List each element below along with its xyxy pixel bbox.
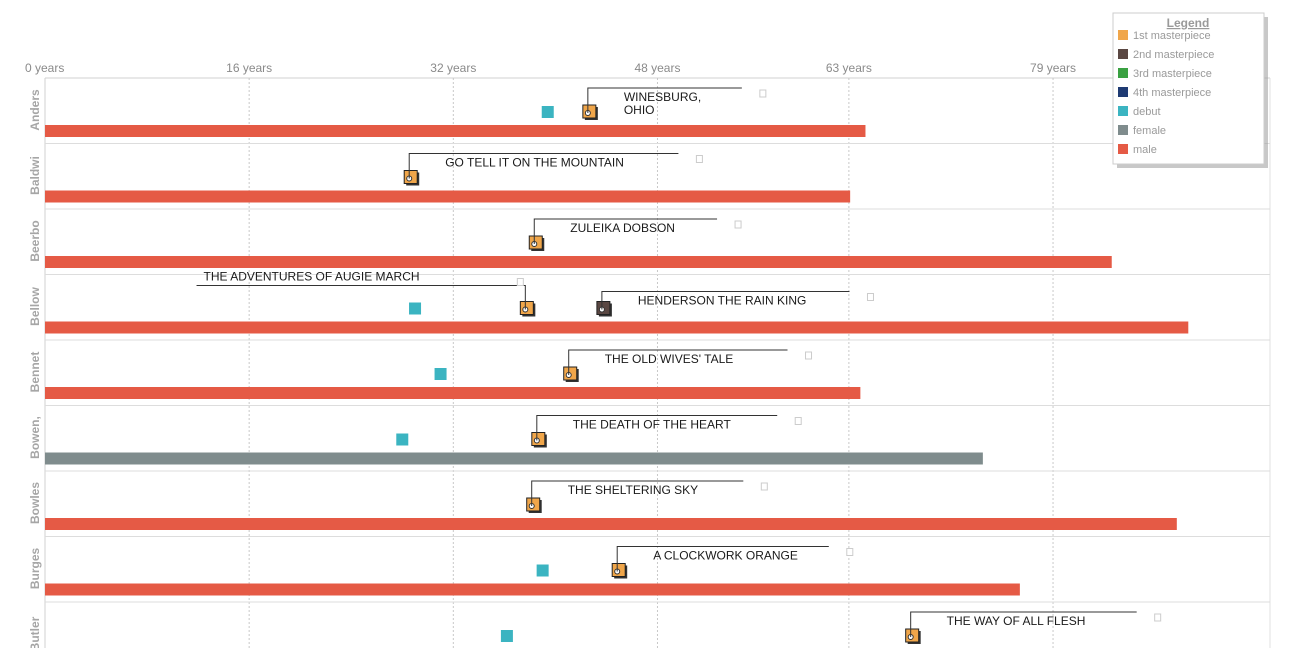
callout-leader [601, 291, 850, 310]
author-name-label: Bennet [28, 352, 42, 393]
author-row: Bowen, THE DEATH OF THE HEART [28, 415, 1270, 472]
legend-items: 1st masterpiece 2nd masterpiece 3rd master… [1118, 30, 1214, 156]
book-title-label: THE OLD WIVES' TALE [605, 352, 734, 366]
legend-label: female [1133, 125, 1166, 137]
legend-title: Legend [1167, 16, 1210, 30]
callout-doc-icon [759, 89, 767, 98]
male-lifespan-bar [45, 125, 866, 137]
male-lifespan-bar [45, 583, 1020, 596]
callout-doc-icon [516, 278, 524, 286]
callout-leader [196, 285, 526, 310]
callout-leader [616, 546, 829, 572]
author-row: Anders WINESBURG,OHIO [28, 87, 1270, 144]
legend-box [1112, 12, 1265, 165]
debut-marker [541, 106, 554, 118]
male-lifespan-bar [45, 256, 1112, 268]
legend: Legend 1st masterpiece 2nd masterpiece 3rd… [1112, 12, 1268, 168]
callout-leader [533, 218, 718, 244]
debut-marker [434, 368, 447, 380]
callout-doc-icon [866, 293, 874, 301]
legend-label: 4th masterpiece [1133, 87, 1211, 99]
callout-doc-icon [846, 548, 854, 556]
callout-leader [568, 349, 788, 375]
author-name-label: Bowles [28, 482, 42, 524]
author-row: Beerbo ZULEIKA DOBSON [28, 218, 1270, 275]
x-tick-label: 79 years [1030, 61, 1076, 75]
author-row: Butler THE WAY OF ALL FLESH [28, 611, 1162, 648]
debut-marker [409, 302, 422, 315]
book-title-label: HENDERSON THE RAIN KING [638, 294, 806, 308]
male-lifespan-bar [45, 321, 1189, 334]
book-title-label: THE SHELTERING SKY [568, 483, 698, 497]
x-tick-label: 0 years [25, 61, 64, 75]
legend-label: 3rd masterpiece [1133, 68, 1212, 80]
callout-doc-icon [794, 417, 802, 425]
author-name-label: Bowen, [28, 416, 42, 459]
callout-doc-icon [695, 155, 703, 163]
author-name-label: Bellow [28, 286, 42, 325]
legend-label: male [1133, 144, 1157, 156]
book-title-label: WINESBURG, [624, 90, 701, 104]
legend-label: 1st masterpiece [1133, 30, 1211, 42]
grid-layer: 0 years 16 years 32 years 48 years 63 years 7… [25, 61, 1271, 648]
author-name-label: Butler [28, 616, 42, 648]
book-title-label: OHIO [624, 103, 655, 117]
debut-marker [396, 433, 409, 446]
legend-swatch-debut [1118, 106, 1128, 116]
legend-swatch-m3 [1118, 68, 1128, 78]
debut-marker [500, 630, 513, 642]
male-lifespan-bar [45, 190, 851, 203]
author-name-label: Burges [28, 548, 42, 590]
callout-leader [536, 415, 778, 441]
female-lifespan-bar [45, 452, 983, 465]
callout-doc-icon [734, 220, 742, 229]
author-row: Burges A CLOCKWORK ORANGE [28, 546, 1270, 603]
author-row: Bellow THE ADVENTURES OF AUGIE MARCH HENDE… [28, 270, 1270, 341]
book-title-label: THE DEATH OF THE HEART [573, 418, 732, 432]
callout-leader [408, 153, 679, 179]
callout-doc-icon [1154, 613, 1162, 622]
book-title-label: THE ADVENTURES OF AUGIE MARCH [204, 270, 420, 284]
legend-swatch-female [1118, 125, 1128, 135]
x-tick-label: 32 years [430, 61, 476, 75]
book-title-label: A CLOCKWORK ORANGE [653, 549, 798, 563]
male-lifespan-bar [45, 387, 861, 399]
male-lifespan-bar [45, 518, 1177, 530]
book-title-label: THE WAY OF ALL FLESH [947, 614, 1086, 628]
x-tick-label: 48 years [634, 61, 680, 75]
book-title-label: GO TELL IT ON THE MOUNTAIN [445, 156, 624, 170]
author-name-label: Beerbo [28, 220, 42, 261]
legend-label: debut [1133, 106, 1161, 118]
legend-swatch-male [1118, 144, 1128, 154]
callout-leader [910, 611, 1137, 637]
callout-doc-icon [805, 351, 813, 360]
author-name-label: Baldwi [28, 156, 42, 195]
x-tick-label: 63 years [826, 61, 872, 75]
author-row: Bowles THE SHELTERING SKY [28, 480, 1270, 537]
legend-swatch-m4 [1118, 87, 1128, 97]
author-name-label: Anders [28, 89, 42, 131]
author-row: Bennet THE OLD WIVES' TALE [28, 349, 1270, 406]
book-title-label: ZULEIKA DOBSON [570, 221, 675, 235]
callout-doc-icon [760, 482, 768, 491]
x-tick-label: 16 years [226, 61, 272, 75]
legend-label: 2nd masterpiece [1133, 49, 1214, 61]
legend-swatch-m1 [1118, 30, 1128, 40]
legend-swatch-m2 [1118, 49, 1128, 59]
author-rows: Anders WINESBURG,OHIO Baldwi GO TELL IT ON … [28, 87, 1270, 648]
debut-marker [536, 564, 549, 577]
callout-leader [587, 87, 742, 113]
author-row: Baldwi GO TELL IT ON THE MOUNTAIN [28, 153, 1270, 210]
callout-leader [531, 480, 744, 506]
